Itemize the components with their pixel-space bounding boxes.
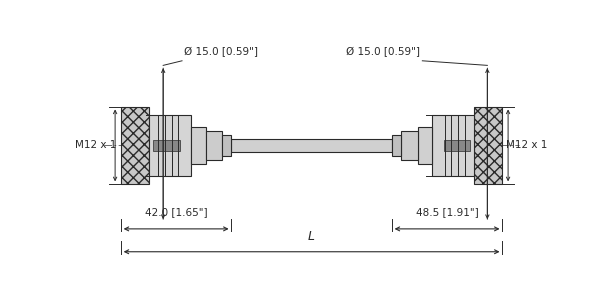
Bar	[153, 140, 179, 151]
Text: L: L	[308, 230, 315, 243]
Text: 48.5 [1.91"]: 48.5 [1.91"]	[416, 207, 478, 217]
Bar	[401, 131, 418, 160]
Text: Ø 15.0 [0.59"]: Ø 15.0 [0.59"]	[346, 47, 420, 57]
Text: 42.0 [1.65"]: 42.0 [1.65"]	[145, 207, 207, 217]
Bar	[392, 135, 401, 156]
Bar	[206, 131, 222, 160]
Bar	[232, 139, 392, 152]
Bar	[222, 135, 232, 156]
Text: M12 x 1: M12 x 1	[506, 140, 548, 150]
Text: M12 x 1: M12 x 1	[75, 140, 117, 150]
Bar	[432, 115, 474, 176]
Bar	[474, 107, 502, 184]
Bar	[149, 115, 192, 176]
Bar	[121, 107, 149, 184]
Bar	[444, 140, 470, 151]
Bar	[192, 127, 206, 164]
Text: Ø 15.0 [0.59"]: Ø 15.0 [0.59"]	[184, 47, 258, 57]
Bar	[418, 127, 432, 164]
